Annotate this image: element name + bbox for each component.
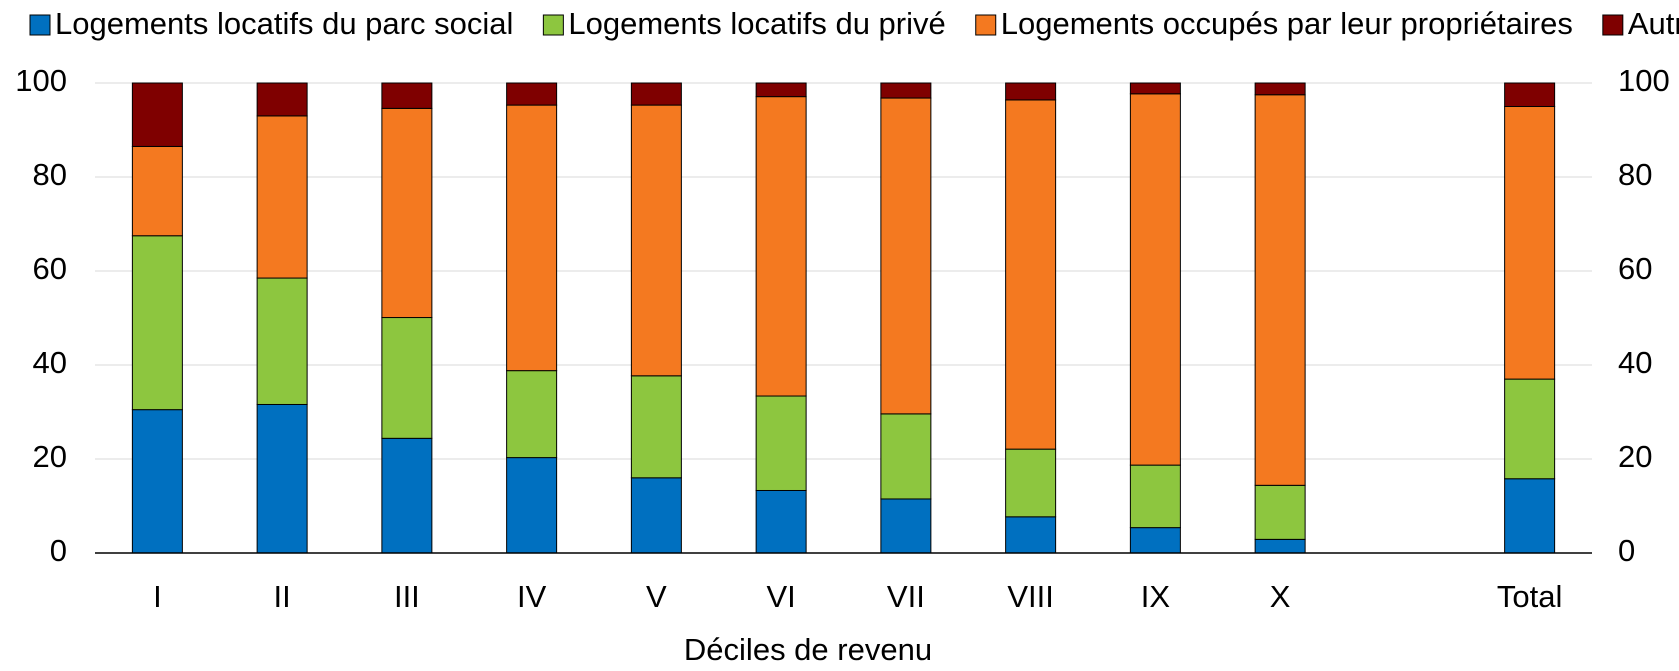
- y2-tick-label: 40: [1618, 345, 1652, 380]
- bar-segment: [880, 82, 932, 99]
- bar-segment: [1005, 448, 1057, 518]
- bar-segment: [381, 82, 433, 109]
- bar-segment: [1504, 106, 1556, 380]
- bar-segment: [506, 104, 558, 372]
- bar-segment: [880, 413, 932, 500]
- x-tick-label: I: [153, 579, 162, 614]
- bar-segment: [256, 115, 308, 279]
- y-tick-label: 60: [33, 251, 67, 286]
- bar-segment: [381, 107, 433, 319]
- bar-segment: [755, 82, 807, 98]
- bar-segment: [1005, 99, 1057, 450]
- x-tick-label: IV: [517, 579, 547, 614]
- y-tick-label: 80: [33, 157, 67, 192]
- legend-label: Logements occupés par leur propriétaires: [1001, 6, 1573, 41]
- bar-segment: [131, 409, 183, 554]
- bar-segment: [1005, 516, 1057, 554]
- bar-segment: [1129, 82, 1181, 95]
- bar-segment: [381, 437, 433, 554]
- bar-segment: [880, 498, 932, 554]
- bar-segment: [1129, 93, 1181, 466]
- bar-segment: [131, 82, 183, 147]
- bar-segment: [1504, 478, 1556, 554]
- bar-segment: [1504, 82, 1556, 107]
- legend-swatch: [1602, 14, 1624, 36]
- x-tick-label: VIII: [1007, 579, 1054, 614]
- y2-tick-label: 20: [1618, 439, 1652, 474]
- bar-segment: [1254, 538, 1306, 554]
- y2-tick-label: 80: [1618, 157, 1652, 192]
- y-tick-label: 40: [33, 345, 67, 380]
- x-tick-label: X: [1270, 579, 1291, 614]
- bar-segment: [131, 145, 183, 237]
- bar-segment: [1254, 82, 1306, 96]
- bar-segment: [1254, 94, 1306, 486]
- y-tick-label: 20: [33, 439, 67, 474]
- x-tick-label: IX: [1141, 579, 1171, 614]
- bar-segment: [256, 82, 308, 117]
- x-tick-label: VII: [887, 579, 925, 614]
- bar-segment: [1005, 82, 1057, 101]
- x-tick-label: V: [646, 579, 667, 614]
- bar-segment: [755, 489, 807, 554]
- bar-segment: [755, 395, 807, 491]
- legend-swatch: [975, 14, 997, 36]
- bar-segment: [131, 235, 183, 411]
- bar-segment: [630, 104, 682, 377]
- bar-segment: [1129, 464, 1181, 529]
- y-tick-label: 100: [15, 63, 67, 98]
- x-axis-title: Déciles de revenu: [684, 632, 932, 667]
- bar-segment: [630, 375, 682, 479]
- legend-label: Autres: [1628, 6, 1679, 41]
- bar-segment: [506, 457, 558, 554]
- bar-segment: [630, 82, 682, 106]
- x-tick-label: Total: [1497, 579, 1562, 614]
- bar-segment: [256, 403, 308, 554]
- y2-tick-label: 0: [1618, 533, 1635, 568]
- y2-tick-label: 60: [1618, 251, 1652, 286]
- bar-segment: [1129, 527, 1181, 554]
- legend-swatch: [29, 14, 51, 36]
- x-tick-label: VI: [766, 579, 795, 614]
- bar-segment: [1504, 378, 1556, 480]
- x-tick-label: II: [274, 579, 291, 614]
- bar-segment: [381, 317, 433, 439]
- bar-segment: [880, 97, 932, 415]
- x-tick-label: III: [394, 579, 420, 614]
- bar-segment: [755, 96, 807, 397]
- legend-label: Logements locatifs du privé: [568, 6, 945, 41]
- bar-segment: [630, 477, 682, 554]
- bar-segment: [506, 82, 558, 106]
- y-tick-label: 0: [50, 533, 67, 568]
- bar-segment: [506, 370, 558, 459]
- legend-label: Logements locatifs du parc social: [55, 6, 513, 41]
- y2-tick-label: 100: [1618, 63, 1670, 98]
- legend-swatch: [542, 14, 564, 36]
- bar-segment: [1254, 484, 1306, 540]
- bar-segment: [256, 277, 308, 405]
